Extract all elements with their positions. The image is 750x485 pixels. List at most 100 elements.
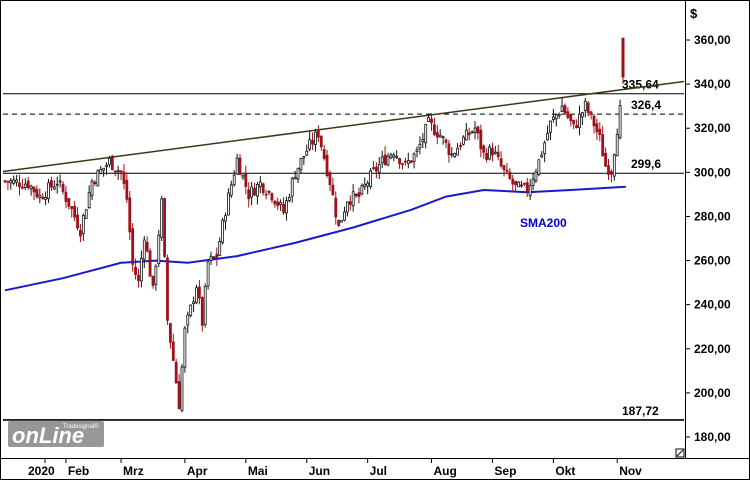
candle-body [609,171,613,175]
candle-body [26,180,30,189]
candle-body [354,194,358,196]
candle-body [81,215,85,234]
candle-body [607,165,610,175]
candle-body [604,152,607,167]
x-tick-label: Mai [248,464,268,478]
candle-body [238,157,242,175]
candle-body [137,274,140,281]
candle-body [409,160,413,163]
candle-body [595,123,599,133]
candle-body [514,180,518,186]
candle-body [18,182,21,188]
candle-body [192,301,195,304]
candle-body [520,184,523,187]
candle-body [70,206,74,210]
candle-body [438,134,442,138]
candle-body [531,178,535,186]
candle-body [96,170,100,187]
resize-corner-icon[interactable] [675,448,685,458]
candle-body [412,153,416,162]
candle-body [554,114,558,120]
candle-body [29,185,33,190]
candle-body [279,202,283,205]
candle-body [467,132,471,136]
candle-body [578,113,581,128]
candle-body [421,139,425,143]
candle-body [459,144,462,148]
candle-body [316,129,320,138]
candle-body [41,196,45,200]
candle-body [340,220,343,223]
candle-body [363,183,367,188]
candle-body [113,170,117,173]
y-tick-label: 180,00 [694,430,731,444]
candle-body [102,167,106,171]
sma-line [4,185,626,292]
level-label: 187,72 [622,404,659,418]
candle-body [256,183,259,197]
candle-body [549,120,552,133]
candle-body [415,149,419,152]
trend-line-path [2,80,685,173]
candle-body [177,381,181,410]
candle-body [456,147,460,156]
candle-body [232,174,236,186]
candle-body [290,178,294,197]
candle-body [580,112,584,118]
candle-body [253,187,256,196]
x-tick-label: Apr [187,464,208,478]
candle-body [435,131,439,138]
x-tick-label: Mrz [123,464,144,478]
candle-body [206,261,210,287]
y-axis: 180,00 200,00 220,00 240,00 260,00 280,00 300,… [685,33,731,444]
candle-body [282,203,285,213]
candle-body [276,201,280,207]
candle-body [241,174,245,178]
candle-body [148,250,152,277]
candle-body [64,191,68,202]
candle-body [244,173,248,187]
candle-body [462,136,465,145]
sma-label: SMA200 [520,216,567,230]
candle-body [348,201,352,205]
candles [3,37,625,413]
candle-body [424,124,428,144]
candle-body [215,253,219,259]
candle-body [392,154,396,158]
candle-body [61,183,65,192]
candle-body [166,257,169,321]
candle-body [351,191,355,207]
candle-body [93,181,97,185]
candle-body [160,198,164,238]
candle-body [525,182,529,194]
candle-body [105,164,108,168]
candle-body [273,200,277,205]
candle-body [386,155,390,166]
candle-body [267,190,271,193]
candle-body [328,172,332,185]
candle-body [470,131,474,134]
x-tick-label: Jul [370,464,387,478]
candle-body [337,219,341,226]
candle-body [221,219,225,243]
candle-body [499,158,503,167]
candle-body [331,184,335,196]
candle-body [99,169,103,174]
candle-body [116,169,120,173]
candle-body [302,156,306,159]
candle-body [383,154,387,165]
candle-body [540,154,544,158]
candle-body [261,183,265,193]
candle-body [372,167,375,169]
candle-body [563,105,567,114]
candle-body [418,143,422,149]
candle-body [592,115,596,127]
candle-body [476,126,480,134]
candle-body [299,157,303,170]
x-tick-label: Feb [68,464,89,478]
candle-body [546,133,549,141]
candle-body [197,286,201,299]
candle-body [55,183,59,186]
candle-body [154,265,158,285]
candle-body [305,150,309,156]
